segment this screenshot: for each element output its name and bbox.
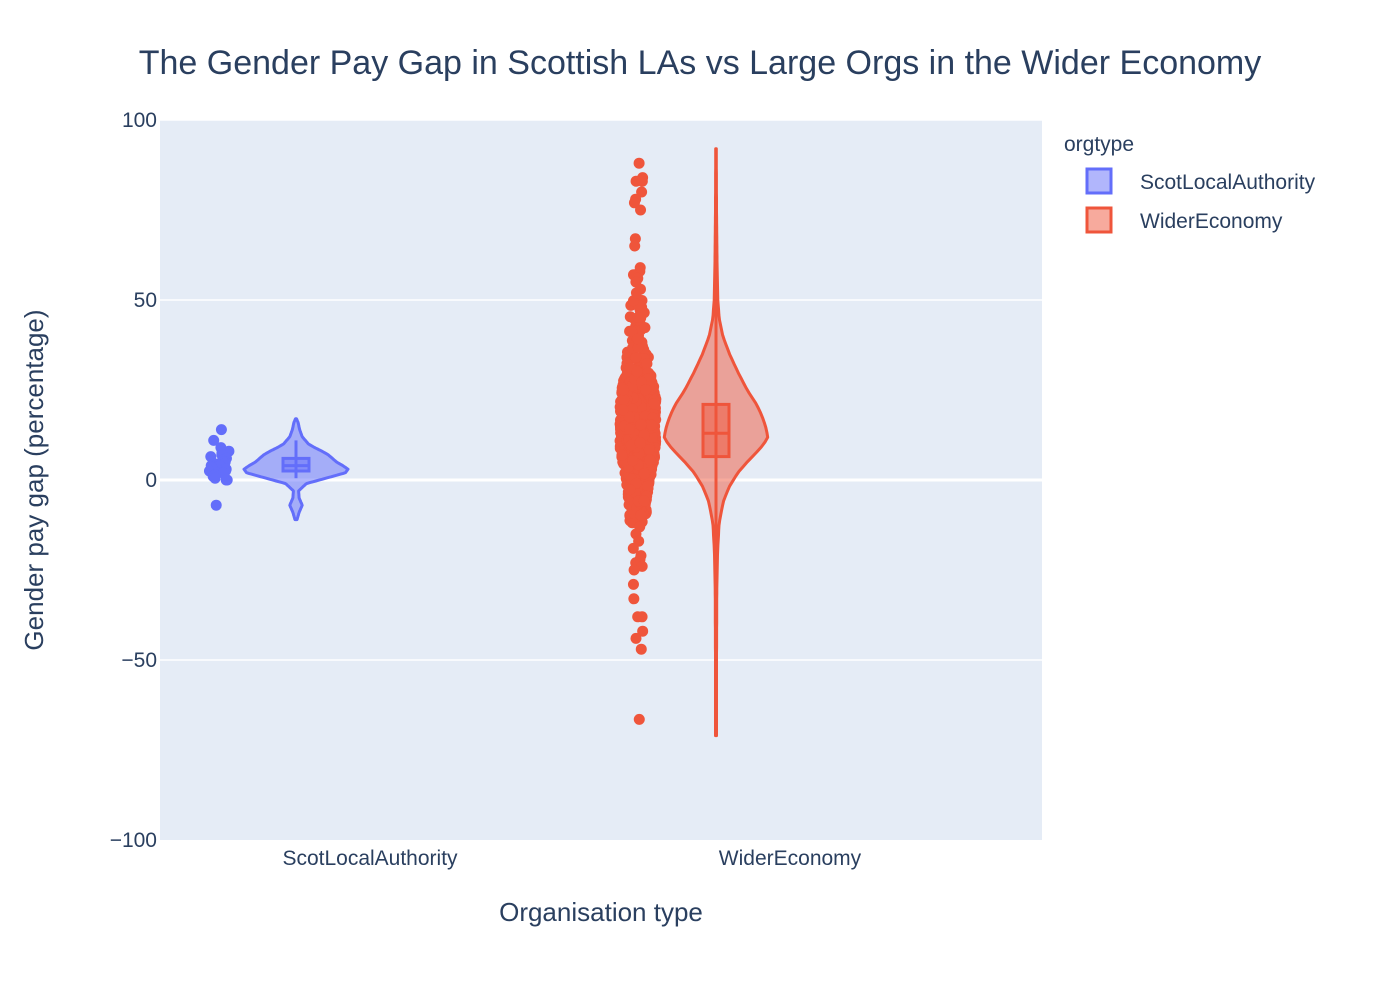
data-point	[629, 240, 641, 252]
data-point	[632, 341, 644, 353]
data-point	[642, 480, 654, 492]
data-point	[630, 632, 642, 644]
data-point	[220, 474, 232, 486]
data-point	[628, 593, 640, 605]
y-tick-label: −50	[121, 649, 157, 672]
data-point	[624, 411, 636, 423]
data-point	[633, 713, 645, 725]
legend-swatch-scotlocalauthority	[1085, 167, 1113, 195]
data-point	[618, 394, 630, 406]
data-point	[627, 455, 639, 467]
data-point	[634, 437, 646, 449]
data-point	[639, 322, 651, 334]
data-point	[624, 423, 636, 435]
data-point	[631, 365, 643, 377]
data-point	[618, 384, 630, 396]
data-point	[630, 352, 642, 364]
legend[interactable]: orgtype ScotLocalAuthority WiderEconomy	[1064, 133, 1316, 234]
data-point	[648, 398, 660, 410]
points-scotlocalauthority	[203, 424, 235, 511]
data-point	[617, 404, 629, 416]
x-tick-label: ScotLocalAuthority	[282, 847, 458, 870]
y-axis-title: Gender pay gap (percentage)	[19, 309, 49, 650]
data-point	[636, 175, 648, 187]
data-point	[628, 197, 640, 209]
data-point	[644, 454, 656, 466]
data-point	[635, 509, 647, 521]
legend-item-scotlocalauthority[interactable]: ScotLocalAuthority	[1085, 167, 1316, 195]
legend-swatch-widereconomy	[1085, 206, 1113, 234]
y-tick-label: 0	[145, 469, 157, 492]
tick-labels: 100 50 0 −50 −100 ScotLocalAuthority WiderEcon…	[110, 109, 862, 870]
box-iqr	[701, 402, 731, 459]
data-point	[625, 439, 637, 451]
data-point	[633, 157, 645, 169]
data-point	[635, 204, 647, 216]
data-point	[635, 643, 647, 655]
data-point	[208, 434, 220, 446]
data-point	[638, 468, 650, 480]
y-tick-label: 100	[122, 109, 157, 132]
x-axis-title: Organisation type	[499, 897, 703, 927]
data-point	[638, 495, 650, 507]
data-point	[616, 449, 628, 461]
data-point	[210, 499, 222, 511]
legend-label-scotlocalauthority: ScotLocalAuthority	[1140, 171, 1316, 194]
data-point	[635, 419, 647, 431]
data-point	[215, 424, 227, 436]
data-point	[636, 611, 648, 623]
data-point	[632, 312, 644, 324]
data-point	[636, 186, 648, 198]
data-point	[640, 384, 652, 396]
data-layer	[203, 147, 770, 738]
legend-label-widereconomy: WiderEconomy	[1140, 210, 1283, 233]
data-point	[626, 325, 638, 337]
data-point	[643, 444, 655, 456]
data-point	[624, 484, 636, 496]
data-point	[637, 625, 649, 637]
data-point	[209, 472, 221, 484]
data-point	[627, 578, 639, 590]
legend-title: orgtype	[1064, 133, 1134, 156]
chart-title: The Gender Pay Gap in Scottish LAs vs La…	[139, 44, 1262, 82]
data-point	[627, 542, 639, 554]
data-point	[646, 419, 658, 431]
data-point	[632, 333, 644, 345]
legend-item-widereconomy[interactable]: WiderEconomy	[1085, 206, 1283, 234]
x-tick-label: WiderEconomy	[719, 847, 862, 870]
data-point	[630, 287, 642, 299]
y-tick-label: 50	[134, 289, 157, 312]
y-tick-label: −100	[110, 829, 157, 852]
points-widereconomy	[614, 157, 662, 725]
data-point	[641, 358, 653, 370]
data-point	[628, 564, 640, 576]
